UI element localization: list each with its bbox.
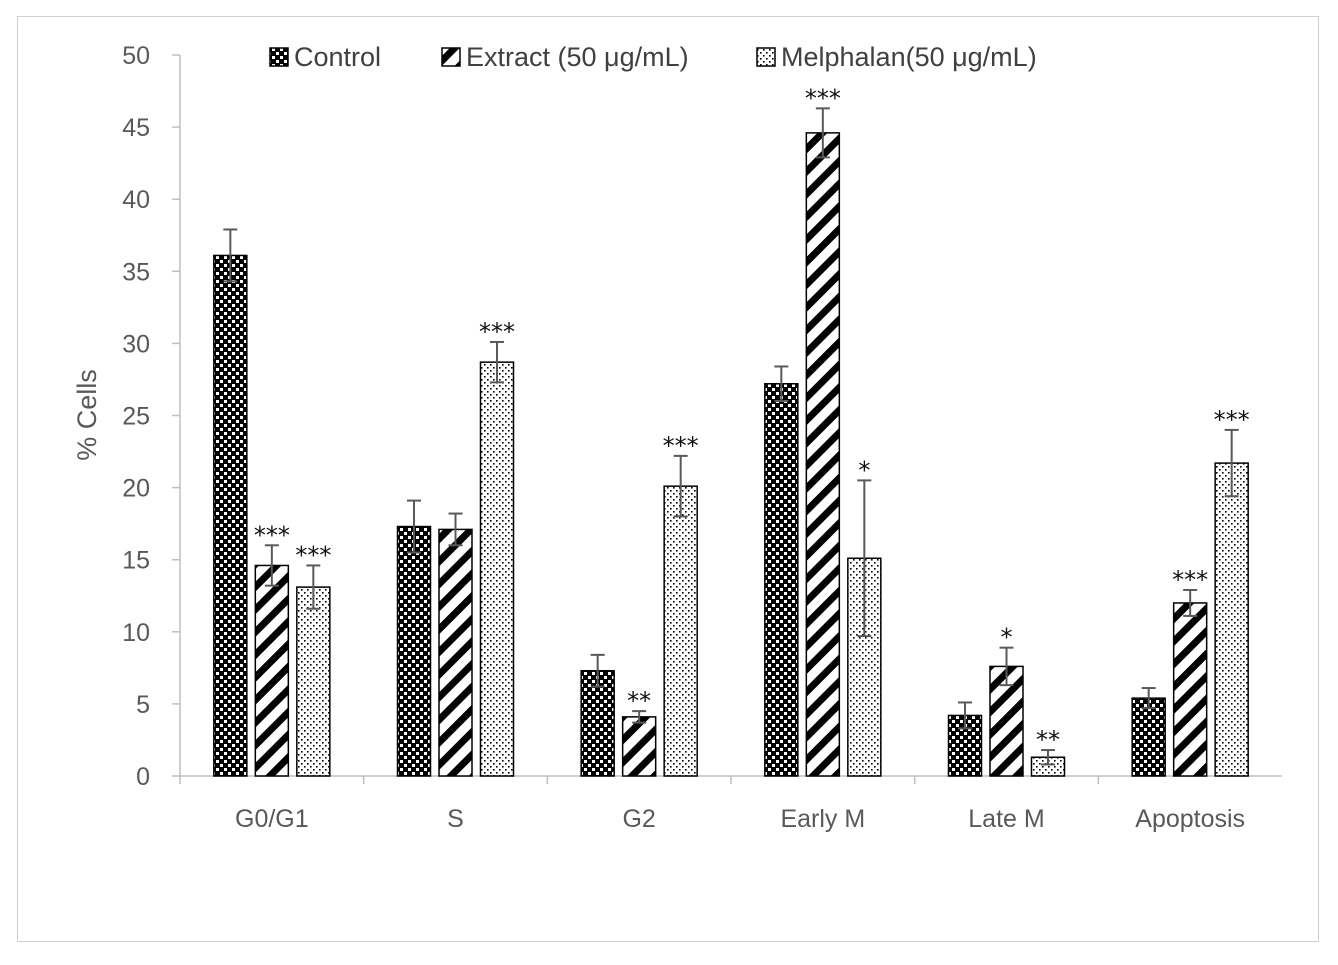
- x-tick-label: Apoptosis: [1135, 805, 1245, 833]
- significance-label: *: [1001, 624, 1013, 652]
- bar-dots: [1214, 462, 1249, 777]
- bar-checker: [1131, 697, 1166, 777]
- y-tick-label: 0: [136, 763, 150, 791]
- significance-label: ***: [805, 84, 841, 112]
- significance-label: ***: [1172, 566, 1208, 594]
- legend-swatch-checker: [269, 47, 289, 67]
- legend-label: Extract (50 μg/mL): [466, 42, 689, 72]
- x-tick-label: Early M: [780, 805, 865, 833]
- legend-swatch-dots: [756, 47, 776, 67]
- y-tick-label: 10: [122, 619, 150, 647]
- bar-checker: [396, 525, 432, 777]
- bar-checker: [580, 669, 615, 777]
- y-axis-label: % Cells: [72, 369, 102, 461]
- significance-label: ***: [254, 521, 290, 549]
- bar-diagonal: [621, 716, 657, 777]
- y-tick-label: 25: [122, 403, 150, 431]
- significance-label: **: [1036, 726, 1060, 754]
- bars: ***************************: [213, 84, 1250, 777]
- y-tick-label: 15: [122, 547, 150, 575]
- x-axis: G0/G1 S G2 Early M Late M Apoptosis: [179, 776, 1245, 833]
- legend-swatch-diagonal: [441, 47, 461, 67]
- bar-diagonal: [254, 564, 290, 777]
- y-tick-label: 20: [122, 475, 150, 503]
- bar-dots: [296, 586, 331, 777]
- bar-diagonal: [438, 528, 473, 777]
- legend-label: Control: [294, 42, 381, 72]
- x-tick-label: Late M: [968, 805, 1044, 833]
- y-tick-label: 5: [136, 691, 150, 719]
- significance-label: ***: [295, 541, 331, 569]
- bar-dots: [479, 361, 515, 777]
- bar-diagonal: [1172, 602, 1208, 777]
- significance-label: *: [858, 456, 870, 484]
- significance-label: **: [627, 687, 651, 715]
- bar-dots: [663, 485, 698, 777]
- y-tick-label: 40: [122, 186, 150, 214]
- legend-label: Melphalan(50 μg/mL): [781, 42, 1037, 72]
- bar-checker: [213, 254, 248, 777]
- y-tick-label: 30: [122, 330, 150, 358]
- significance-label: ***: [663, 432, 699, 460]
- legend: Control Extract (50 μg/mL) Melphalan(50 μg…: [269, 42, 1037, 72]
- x-tick-label: S: [447, 805, 464, 833]
- bar-diagonal: [805, 132, 841, 777]
- significance-label: ***: [479, 318, 515, 346]
- bar-checker: [764, 383, 799, 777]
- y-tick-label: 50: [122, 42, 150, 70]
- y-tick-label: 35: [122, 258, 150, 286]
- x-tick-label: G2: [622, 805, 655, 833]
- significance-label: ***: [1214, 406, 1250, 434]
- y-tick-label: 45: [122, 114, 150, 142]
- x-tick-label: G0/G1: [235, 805, 309, 833]
